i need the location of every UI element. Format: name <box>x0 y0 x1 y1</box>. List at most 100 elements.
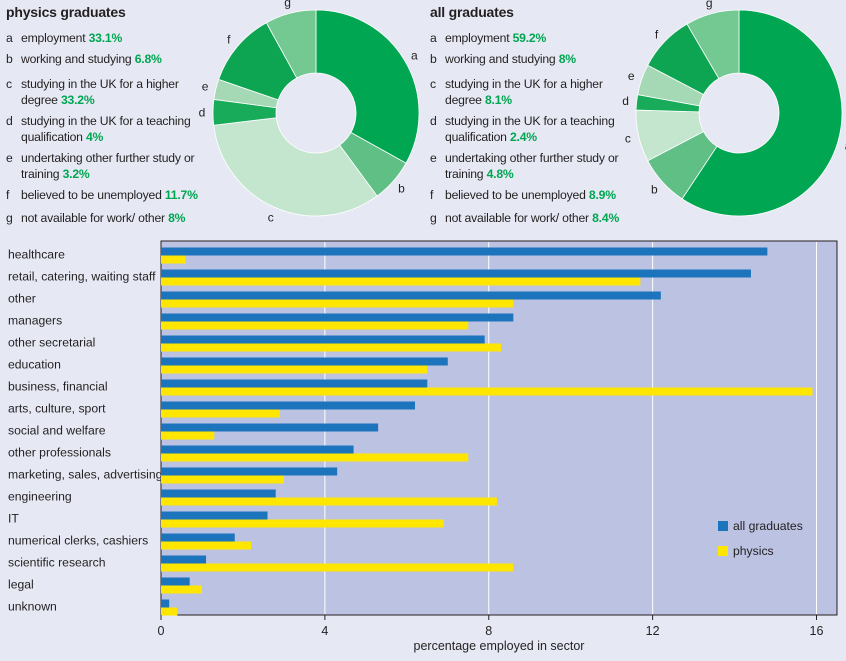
bar-all-graduates <box>161 533 235 542</box>
bar-physics <box>161 277 641 286</box>
category-label: marketing, sales, advertising <box>8 468 162 482</box>
bar-all-graduates <box>161 489 276 498</box>
donut-label-b: b <box>398 181 405 195</box>
bar-all-graduates <box>161 291 661 300</box>
legend-key: e <box>430 151 437 165</box>
bar-physics <box>161 365 428 374</box>
legend-key: d <box>430 114 437 128</box>
bar-physics <box>161 541 252 550</box>
x-axis-label: percentage employed in sector <box>414 639 585 653</box>
x-tick-label: 12 <box>646 624 660 638</box>
donut-label-c: c <box>625 132 631 146</box>
bar-physics <box>161 321 469 330</box>
legend-key: f <box>6 188 10 202</box>
all-graduates-panel: all graduates a employment 59.2% b working … <box>424 0 846 232</box>
legend-value: 8% <box>558 52 576 66</box>
x-tick-label: 16 <box>810 624 824 638</box>
donut-slice-a <box>315 9 420 164</box>
legend-value: 8.9% <box>588 188 616 202</box>
donut-slice-g <box>265 9 317 79</box>
bar-physics <box>161 299 514 308</box>
legend-label-all-graduates: all graduates <box>733 519 803 533</box>
bar-physics <box>161 255 186 264</box>
bar-physics <box>161 563 514 572</box>
legend-label: believed to be unemployed 11.7% <box>21 188 198 202</box>
category-label: unknown <box>8 600 57 614</box>
legend-item-g: g not available for work/ other 8.4% <box>430 210 635 226</box>
legend-label: studying in the UK for a higher degree 8… <box>445 77 603 107</box>
x-tick-label: 8 <box>485 624 492 638</box>
all-panel-title: all graduates <box>430 4 514 20</box>
legend-item-b: b working and studying 6.8% <box>6 51 211 67</box>
category-label: other <box>8 292 36 306</box>
legend-value: 8% <box>168 211 186 225</box>
category-label: IT <box>8 512 19 526</box>
legend-value: 59.2% <box>512 31 547 45</box>
donut-label-f: f <box>227 33 231 47</box>
bar-physics <box>161 453 469 462</box>
donut-label-f: f <box>655 27 659 41</box>
category-label: numerical clerks, cashiers <box>8 534 148 548</box>
donut-label-d: d <box>199 105 206 119</box>
legend-label: studying in the UK for a teaching qualif… <box>445 114 615 144</box>
x-tick-label: 0 <box>158 624 165 638</box>
donut-label-g: g <box>706 0 713 10</box>
legend-item-f: f believed to be unemployed 11.7% <box>6 187 211 203</box>
donut-label-e: e <box>202 80 209 94</box>
bar-physics <box>161 343 502 352</box>
physics-panel-title: physics graduates <box>6 4 126 20</box>
legend-value: 4% <box>85 130 104 144</box>
physics-donut-chart: a b c de f g <box>199 0 420 225</box>
legend-item-g: g not available for work/ other 8% <box>6 210 211 226</box>
category-label: other professionals <box>8 446 111 460</box>
bar-all-graduates <box>161 313 514 322</box>
bar-physics <box>161 497 497 506</box>
bar-all-graduates <box>161 445 354 454</box>
legend-value: 33.2% <box>60 93 95 107</box>
donut-label-d: d <box>622 94 629 108</box>
legend-key: d <box>6 114 13 128</box>
category-label: managers <box>8 314 62 328</box>
legend-item-b: b working and studying 8% <box>430 51 635 67</box>
donut-slice-c <box>213 117 378 217</box>
legend-item-a: a employment 59.2% <box>430 30 635 46</box>
legend-item-d: d studying in the UK for a teaching quali… <box>6 113 211 145</box>
category-label: legal <box>8 578 34 592</box>
legend-key: a <box>430 31 437 45</box>
legend-value: 8.1% <box>484 93 512 107</box>
legend-item-c: c studying in the UK for a higher degree … <box>6 76 211 108</box>
donut-label-b: b <box>651 182 658 196</box>
bar-all-graduates <box>161 247 768 256</box>
legend-item-e: e undertaking other further study or trai… <box>6 150 211 182</box>
legend-key: c <box>430 77 436 91</box>
legend-value: 2.4% <box>509 130 537 144</box>
bar-physics <box>161 585 202 594</box>
bar-all-graduates <box>161 335 485 344</box>
bar-all-graduates <box>161 401 416 410</box>
bar-all-graduates <box>161 555 207 564</box>
category-label: arts, culture, sport <box>8 402 106 416</box>
legend-swatch-all-graduates <box>718 521 728 531</box>
bar-all-graduates <box>161 269 751 278</box>
category-label: business, financial <box>8 380 108 394</box>
legend-label: working and studying 6.8% <box>21 52 162 66</box>
bar-physics <box>161 431 215 440</box>
legend-key: b <box>6 52 13 66</box>
legend-value: 6.8% <box>134 52 162 66</box>
legend-key: e <box>6 151 13 165</box>
category-label: healthcare <box>8 248 65 262</box>
legend-label: undertaking other further study or train… <box>21 151 195 181</box>
bar-physics <box>161 387 813 396</box>
legend-value: 3.2% <box>62 167 90 181</box>
category-label: other secretarial <box>8 336 95 350</box>
physics-graduates-panel: physics graduates a employment 33.1% b work… <box>0 0 420 232</box>
legend-label-physics: physics <box>733 544 774 558</box>
donut-label-a: a <box>411 48 418 62</box>
legend-value: 4.8% <box>486 167 514 181</box>
category-label: scientific research <box>8 556 106 570</box>
donut-label-e: e <box>628 69 635 83</box>
legend-key: c <box>6 77 12 91</box>
legend-item-e: e undertaking other further study or trai… <box>430 150 635 182</box>
donut-label-c: c <box>268 211 274 225</box>
legend-key: g <box>430 211 437 225</box>
